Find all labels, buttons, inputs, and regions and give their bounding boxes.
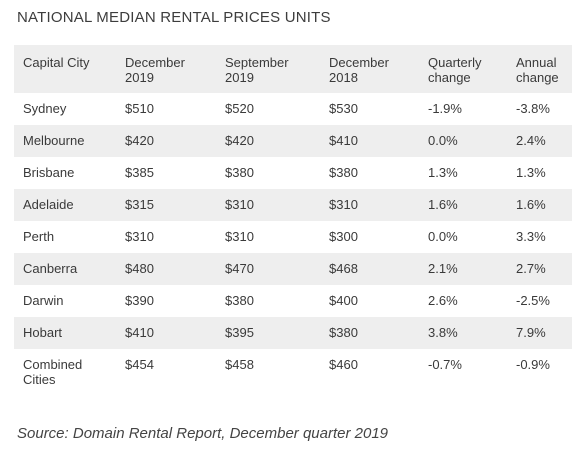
dec-2018-cell: $400 [329,293,358,308]
sep-2019-cell: $310 [225,229,254,244]
dec-2018-cell: $410 [329,133,358,148]
annual-change-cell: 2.7% [516,261,546,276]
annual-change-cell: 3.3% [516,229,546,244]
dec-2019-cell: $454 [125,357,154,372]
city-cell: Canberra [23,261,78,276]
header-december-2019: December 2019 [125,55,185,85]
sep-2019-cell: $470 [225,261,254,276]
table-row: Perth $310 $310 $300 0.0% 3.3% [14,221,572,253]
rental-prices-table: Capital City December 2019 September 2019 … [14,45,572,391]
source-caption: Source: Domain Rental Report, December q… [17,425,389,442]
dec-2018-cell: $310 [329,197,358,212]
table-title: NATIONAL MEDIAN RENTAL PRICES UNITS [17,9,331,26]
quarterly-change-cell: 0.0% [428,229,458,244]
sep-2019-cell: $310 [225,197,254,212]
dec-2019-cell: $385 [125,165,154,180]
table-row: Adelaide $315 $310 $310 1.6% 1.6% [14,189,572,221]
quarterly-change-cell: -0.7% [428,357,462,372]
city-cell: Hobart [23,325,63,340]
city-cell: Adelaide [23,197,74,212]
city-cell: Perth [23,229,55,244]
city-cell: Brisbane [23,165,75,180]
sep-2019-cell: $420 [225,133,254,148]
quarterly-change-cell: 3.8% [428,325,458,340]
annual-change-cell: 2.4% [516,133,546,148]
dec-2018-cell: $530 [329,101,358,116]
dec-2019-cell: $315 [125,197,154,212]
table-row: Hobart $410 $395 $380 3.8% 7.9% [14,317,572,349]
dec-2019-cell: $480 [125,261,154,276]
annual-change-cell: 1.3% [516,165,546,180]
dec-2018-cell: $460 [329,357,358,372]
annual-change-cell: -3.8% [516,101,550,116]
city-cell: Combined Cities [23,357,83,387]
annual-change-cell: 1.6% [516,197,546,212]
quarterly-change-cell: 1.3% [428,165,458,180]
dec-2018-cell: $468 [329,261,358,276]
quarterly-change-cell: 0.0% [428,133,458,148]
table-row: Canberra $480 $470 $468 2.1% 2.7% [14,253,572,285]
header-quarterly-change: Quarterly change [428,55,482,85]
city-cell: Sydney [23,101,67,116]
dec-2019-cell: $390 [125,293,154,308]
annual-change-cell: -0.9% [516,357,550,372]
annual-change-cell: 7.9% [516,325,546,340]
city-cell: Darwin [23,293,64,308]
table-row: Darwin $390 $380 $400 2.6% -2.5% [14,285,572,317]
annual-change-cell: -2.5% [516,293,550,308]
header-capital-city: Capital City [23,55,90,70]
dec-2018-cell: $380 [329,325,358,340]
quarterly-change-cell: 1.6% [428,197,458,212]
table-row-combined: Combined Cities $454 $458 $460 -0.7% -0.9… [14,349,572,391]
header-december-2018: December 2018 [329,55,389,85]
dec-2019-cell: $420 [125,133,154,148]
header-september-2019: September 2019 [225,55,289,85]
header-annual-change: Annual change [516,55,559,85]
quarterly-change-cell: -1.9% [428,101,462,116]
table-row: Melbourne $420 $420 $410 0.0% 2.4% [14,125,572,157]
dec-2018-cell: $300 [329,229,358,244]
city-cell: Melbourne [23,133,85,148]
quarterly-change-cell: 2.6% [428,293,458,308]
quarterly-change-cell: 2.1% [428,261,458,276]
dec-2019-cell: $310 [125,229,154,244]
dec-2019-cell: $410 [125,325,154,340]
table-row: Sydney $510 $520 $530 -1.9% -3.8% [14,93,572,125]
sep-2019-cell: $520 [225,101,254,116]
sep-2019-cell: $395 [225,325,254,340]
table-header-row: Capital City December 2019 September 2019 … [14,45,572,93]
dec-2018-cell: $380 [329,165,358,180]
sep-2019-cell: $380 [225,293,254,308]
dec-2019-cell: $510 [125,101,154,116]
table-row: Brisbane $385 $380 $380 1.3% 1.3% [14,157,572,189]
sep-2019-cell: $458 [225,357,254,372]
sep-2019-cell: $380 [225,165,254,180]
